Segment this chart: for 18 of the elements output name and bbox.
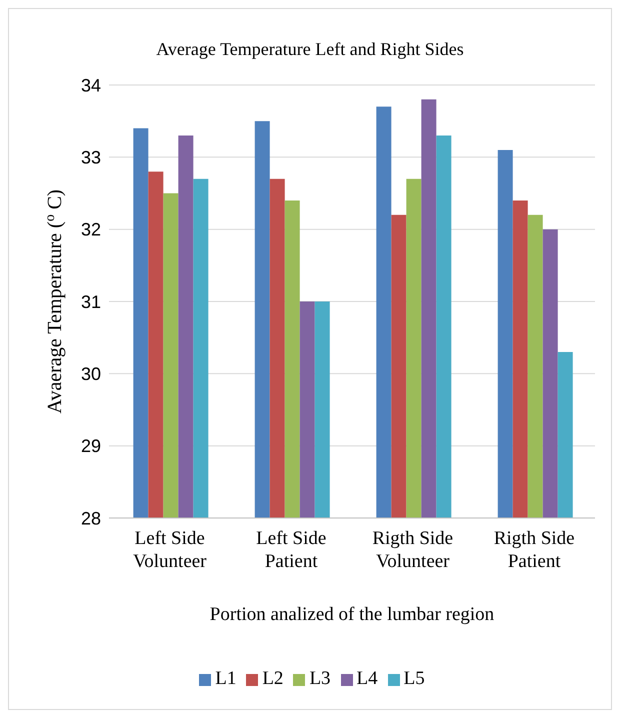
chart-title: Average Temperature Left and Right Sides bbox=[155, 39, 465, 60]
y-tick-label: 29 bbox=[80, 436, 101, 456]
legend-label: L1 bbox=[215, 668, 236, 689]
x-tick-label: Left Side Volunteer bbox=[132, 528, 208, 572]
legend-label: L4 bbox=[356, 668, 378, 689]
legend-label: L5 bbox=[404, 668, 425, 689]
y-tick-label: 34 bbox=[80, 75, 101, 96]
x-tick-label: Rigth Side Volunteer bbox=[372, 528, 454, 572]
y-tick-label: 31 bbox=[80, 292, 101, 312]
x-tick-label: Rigth Side Patient bbox=[494, 528, 575, 572]
y-tick-label: 28 bbox=[80, 508, 101, 528]
legend-label: L2 bbox=[262, 668, 284, 689]
y-tick-label: 32 bbox=[80, 220, 101, 240]
x-tick-label: Left Side Patient bbox=[256, 528, 326, 572]
x-axis-title: Portion analized of the lumbar region bbox=[210, 604, 495, 625]
y-tick-label: 30 bbox=[80, 364, 101, 384]
legend-label: L3 bbox=[309, 668, 331, 689]
y-tick-label: 33 bbox=[80, 148, 101, 168]
